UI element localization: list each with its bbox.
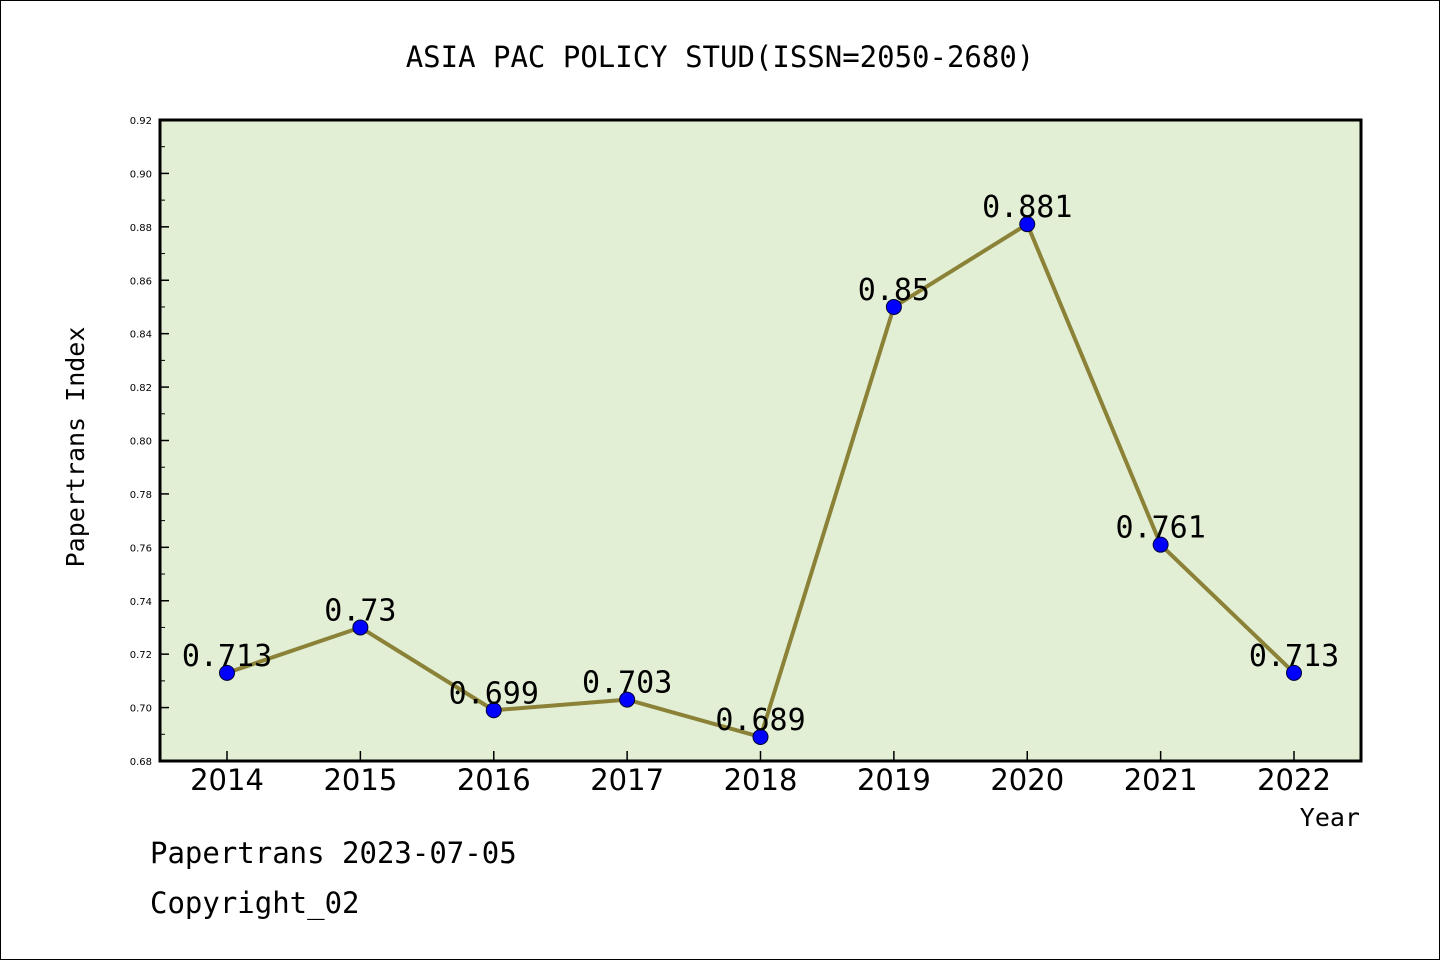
footer-copyright: Copyright_02: [150, 886, 360, 920]
x-tick-label: 2021: [1124, 763, 1198, 797]
data-point: [1019, 216, 1036, 233]
data-point: [1286, 664, 1302, 681]
y-tick-label: 0.78: [130, 490, 152, 501]
x-tick-label: 2022: [1257, 763, 1331, 797]
x-tick-label: 2014: [190, 763, 264, 797]
y-tick-label: 0.76: [130, 543, 152, 554]
y-tick-label: 0.84: [130, 330, 152, 341]
y-tick-label: 0.80: [130, 437, 152, 448]
plot-area: [160, 120, 1361, 761]
data-point: [485, 702, 502, 719]
data-point: [352, 619, 369, 636]
y-tick-label: 0.86: [130, 276, 152, 287]
data-point: [219, 664, 235, 681]
data-labels: 0.713 0.73 0.699 0.703 0.689 0.85 0.881 0.761 0.…: [182, 190, 1339, 738]
x-tick-label: 2016: [457, 763, 531, 797]
y-axis: 0.68 0.70 0.72 0.74 0.76 0.78 0.80 0.82 0.84 0.86…: [130, 116, 169, 768]
data-point: [619, 691, 636, 708]
plot-border: [158, 118, 1363, 763]
y-tick-label: 0.70: [130, 704, 152, 715]
data-label: 0.761: [1115, 511, 1205, 546]
chart-title: ASIA PAC POLICY STUD(ISSN=2050-2680): [406, 40, 1035, 74]
y-tick-label: 0.90: [130, 169, 152, 180]
data-label: 0.713: [1249, 639, 1339, 674]
x-tick-label: 2015: [323, 763, 397, 797]
y-tick-label: 0.92: [130, 116, 152, 127]
y-tick-label: 0.74: [130, 597, 152, 608]
x-axis-label: Year: [1300, 803, 1360, 832]
data-label: 0.703: [582, 666, 672, 701]
data-label: 0.699: [449, 676, 539, 711]
x-tick-label: 2020: [990, 763, 1064, 797]
data-point: [885, 298, 902, 315]
x-tick-label: 2018: [724, 763, 798, 797]
y-tick-label: 0.68: [130, 757, 152, 768]
x-tick-label: 2017: [590, 763, 664, 797]
data-point: [1152, 536, 1169, 553]
series-markers: [219, 216, 1302, 745]
data-label: 0.73: [324, 593, 396, 628]
y-tick-label: 0.88: [130, 223, 152, 234]
footer-date-line: Papertrans 2023-07-05: [150, 836, 517, 870]
data-label: 0.713: [182, 639, 272, 674]
y-tick-label: 0.82: [130, 383, 152, 394]
data-point: [752, 728, 769, 745]
data-label: 0.689: [715, 703, 805, 738]
y-tick-label: 0.72: [130, 650, 152, 661]
data-label: 0.881: [982, 190, 1072, 225]
x-axis: 2014 2015 2016 2017 2018 2019 2020 2021 2022: [190, 751, 1331, 797]
y-axis-label: Papertrans Index: [61, 327, 90, 568]
x-tick-label: 2019: [857, 763, 931, 797]
data-label: 0.85: [858, 273, 930, 308]
